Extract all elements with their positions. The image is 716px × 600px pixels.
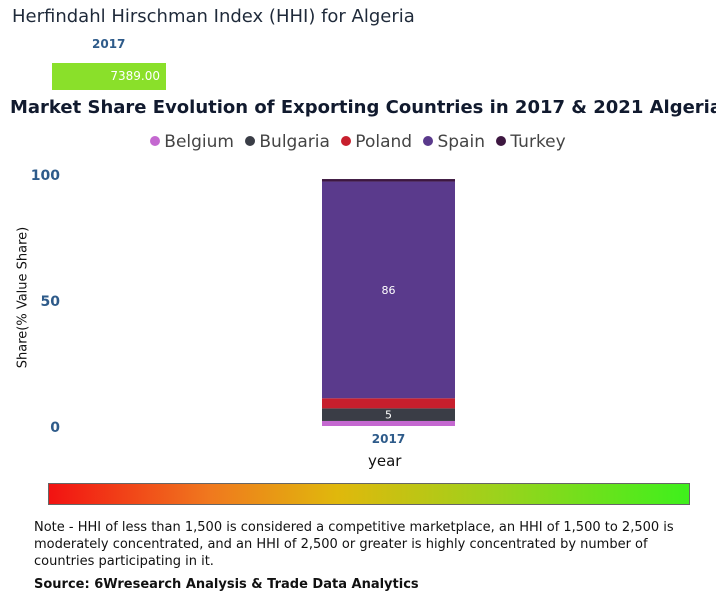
x-tick-2017: 2017 bbox=[372, 432, 405, 446]
legend-label-turkey: Turkey bbox=[510, 132, 566, 152]
legend-dot-bulgaria bbox=[245, 136, 256, 146]
legend-dot-poland bbox=[341, 136, 352, 146]
share-chart-title: Market Share Evolution of Exporting Coun… bbox=[10, 97, 716, 118]
hhi-color-scale bbox=[48, 483, 690, 505]
hhi-value: 7389.00 bbox=[110, 69, 160, 83]
legend-dot-turkey bbox=[496, 136, 507, 146]
legend-item-spain[interactable]: Spain bbox=[423, 132, 485, 152]
hhi-value-bar: 7389.00 bbox=[52, 63, 166, 90]
y-tick-0: 0 bbox=[50, 420, 60, 436]
x-axis-label: year bbox=[368, 452, 402, 470]
legend-dot-belgium bbox=[150, 136, 161, 146]
y-axis-label: Share(% Value Share) bbox=[15, 226, 31, 369]
y-tick-50: 50 bbox=[41, 294, 61, 310]
chart-legend: Belgium Bulgaria Poland Spain Turkey bbox=[0, 132, 716, 152]
hhi-year-label: 2017 bbox=[92, 37, 126, 51]
hhi-note: Note - HHI of less than 1,500 is conside… bbox=[34, 520, 674, 569]
bar-segment-spain-2017[interactable] bbox=[322, 181, 455, 399]
legend-label-bulgaria: Bulgaria bbox=[259, 132, 330, 152]
hhi-title: Herfindahl Hirschman Index (HHI) for Alg… bbox=[12, 6, 415, 27]
bar-segment-poland-2017[interactable] bbox=[322, 398, 455, 409]
legend-item-turkey[interactable]: Turkey bbox=[496, 132, 566, 152]
bar-segment-turkey-2017[interactable] bbox=[322, 179, 455, 182]
legend-item-bulgaria[interactable]: Bulgaria bbox=[245, 132, 330, 152]
bar-segment-belgium-2017[interactable] bbox=[322, 420, 455, 426]
y-tick-100: 100 bbox=[31, 168, 60, 184]
legend-item-poland[interactable]: Poland bbox=[341, 132, 412, 152]
legend-label-spain: Spain bbox=[437, 132, 485, 152]
stacked-bar-chart: 0 50 100 5 86 2017 bbox=[31, 168, 455, 446]
data-label-spain-2017: 86 bbox=[382, 284, 396, 297]
data-label-bulgaria-2017: 5 bbox=[385, 409, 392, 422]
source-text: Source: 6Wresearch Analysis & Trade Data… bbox=[34, 577, 419, 592]
legend-label-belgium: Belgium bbox=[164, 132, 234, 152]
bar-segment-bulgaria-2017[interactable] bbox=[322, 408, 455, 421]
legend-label-poland: Poland bbox=[355, 132, 413, 152]
legend-item-belgium[interactable]: Belgium bbox=[150, 132, 234, 152]
legend-dot-spain bbox=[423, 136, 434, 146]
